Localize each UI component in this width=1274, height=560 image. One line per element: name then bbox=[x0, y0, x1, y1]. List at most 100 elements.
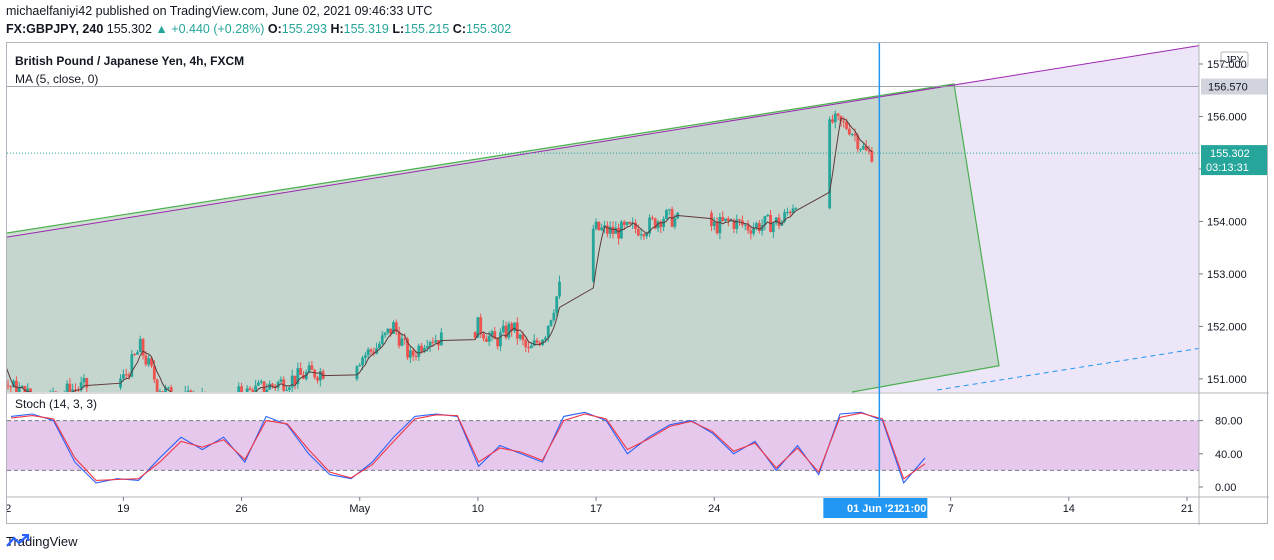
candle-body bbox=[147, 358, 151, 365]
candle-body bbox=[411, 350, 415, 356]
candle-body bbox=[386, 328, 390, 333]
candle-body bbox=[15, 380, 18, 392]
candle-body bbox=[625, 222, 629, 225]
candle-body bbox=[479, 317, 483, 335]
candle-body bbox=[79, 382, 83, 390]
candle-body bbox=[729, 220, 733, 222]
candle-body bbox=[198, 402, 201, 404]
candle-body bbox=[786, 211, 789, 213]
candle-body bbox=[532, 340, 536, 346]
candle-body bbox=[743, 224, 747, 226]
candle-body bbox=[611, 226, 615, 234]
currency-label: JPY bbox=[1225, 55, 1244, 66]
candle-body bbox=[507, 323, 511, 338]
time-tick-label: 7 bbox=[948, 503, 954, 515]
candle-body bbox=[155, 379, 159, 392]
candle-body bbox=[152, 365, 156, 380]
candle-body bbox=[299, 368, 303, 375]
candle-body bbox=[82, 378, 86, 383]
candle-body bbox=[403, 338, 407, 340]
candle-body bbox=[141, 338, 145, 356]
candle-body bbox=[262, 381, 266, 392]
candle-body bbox=[639, 234, 643, 236]
chart-svg[interactable]: British Pound / Japanese Yen, 4h, FXCM MA… bbox=[7, 43, 1269, 525]
chart-container[interactable]: British Pound / Japanese Yen, 4h, FXCM MA… bbox=[6, 42, 1269, 525]
candle-body bbox=[628, 222, 632, 224]
price-tick-label: 152.000 bbox=[1207, 321, 1247, 333]
candle-body bbox=[138, 338, 142, 353]
candle-body bbox=[521, 334, 525, 341]
price-tick-label: 153.000 bbox=[1207, 269, 1247, 281]
candle-body bbox=[237, 386, 241, 392]
candle-body bbox=[555, 296, 559, 313]
time-tick-label: May bbox=[349, 503, 370, 515]
candle-body bbox=[473, 332, 477, 338]
candle-body bbox=[130, 354, 134, 377]
candle-body bbox=[715, 221, 719, 234]
stoch-k-line bbox=[10, 411, 926, 484]
candle-body bbox=[763, 216, 767, 226]
candle-body bbox=[757, 223, 761, 231]
candle-body bbox=[290, 375, 294, 388]
candle-body bbox=[380, 335, 384, 344]
candle-body bbox=[293, 375, 297, 385]
candle-body bbox=[161, 391, 165, 392]
candle-body bbox=[178, 402, 181, 408]
candle-body bbox=[766, 214, 770, 217]
last-price-tag-label: 155.302 bbox=[1210, 148, 1250, 160]
candle-body bbox=[183, 391, 187, 392]
candle-body bbox=[420, 345, 424, 352]
candle-body bbox=[397, 331, 401, 346]
candle-body bbox=[201, 392, 204, 404]
candle-body bbox=[363, 355, 367, 358]
candle-body bbox=[74, 389, 77, 391]
candle-body bbox=[513, 322, 516, 331]
close-label: C: bbox=[452, 22, 466, 36]
candle-body bbox=[828, 119, 832, 209]
candle-body bbox=[378, 343, 381, 349]
candle-body bbox=[392, 322, 395, 334]
stoch-legend: Stoch (14, 3, 3) bbox=[15, 397, 97, 411]
symbol-line: FX:GBPJPY, 240 155.302 ▲ +0.440 (+0.28%)… bbox=[6, 22, 511, 36]
candle-body bbox=[791, 208, 795, 214]
candle-body bbox=[417, 345, 421, 357]
candle-body bbox=[656, 221, 660, 229]
candle-body bbox=[414, 355, 418, 357]
candle-body bbox=[400, 338, 404, 346]
candle-body bbox=[54, 391, 58, 392]
candle-body bbox=[718, 217, 722, 234]
candle-body bbox=[476, 317, 480, 338]
candle-body bbox=[636, 228, 640, 236]
candle-body bbox=[173, 402, 176, 406]
candle-body bbox=[749, 230, 753, 234]
candle-body bbox=[783, 212, 787, 222]
candle-body bbox=[124, 374, 128, 376]
candle-body bbox=[144, 355, 148, 365]
candle-body bbox=[434, 340, 438, 343]
candle-body bbox=[859, 149, 862, 151]
candle-body bbox=[186, 390, 190, 392]
candle-body bbox=[127, 374, 131, 377]
candle-body bbox=[788, 211, 792, 214]
candle-body bbox=[276, 381, 280, 388]
footer[interactable]: TradingView bbox=[6, 534, 78, 549]
candle-body bbox=[490, 331, 494, 336]
candle-body bbox=[847, 128, 851, 135]
candle-body bbox=[642, 234, 646, 237]
candle-body bbox=[594, 221, 598, 229]
candle-body bbox=[842, 121, 846, 123]
candle-body bbox=[243, 398, 246, 401]
candle-body bbox=[192, 394, 195, 406]
candle-body bbox=[726, 218, 730, 221]
candle-body bbox=[428, 341, 432, 347]
instrument-legend: British Pound / Japanese Yen, 4h, FXCM bbox=[15, 54, 244, 68]
currency-box[interactable] bbox=[1220, 51, 1249, 68]
candle-body bbox=[831, 119, 834, 123]
candle-body bbox=[552, 312, 556, 321]
candle-body bbox=[408, 350, 412, 358]
candle-body bbox=[164, 387, 167, 392]
candle-body bbox=[181, 399, 184, 402]
candle-body bbox=[389, 328, 393, 334]
candle-body bbox=[614, 227, 618, 234]
candle-body bbox=[259, 381, 263, 383]
